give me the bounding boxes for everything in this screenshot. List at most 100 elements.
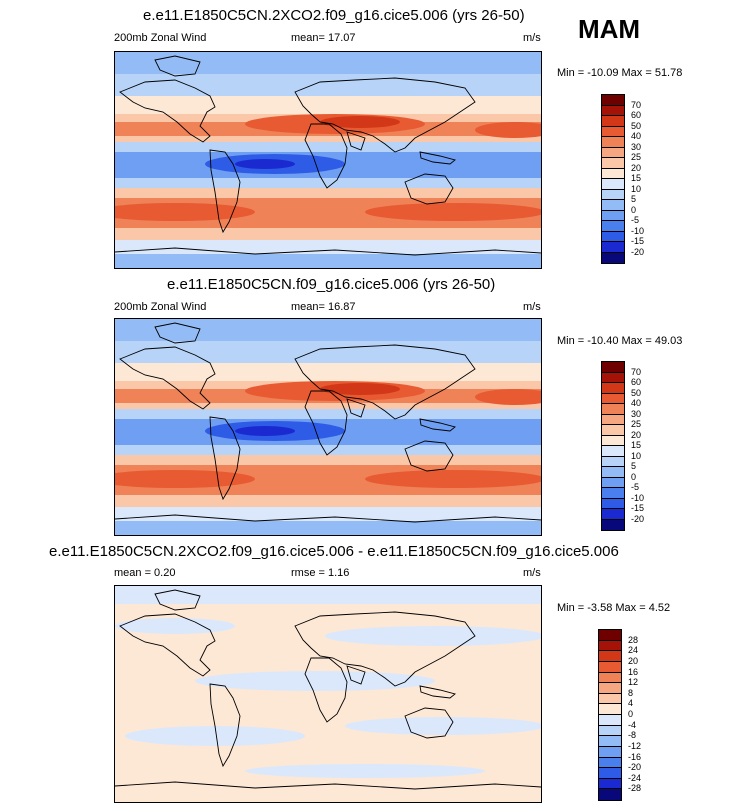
field-blob	[195, 671, 435, 691]
colorbar-swatch	[599, 789, 621, 800]
coastline	[346, 131, 366, 151]
colorbar-tick-label: -15	[631, 236, 645, 246]
colorbar-tick-label: -8	[628, 730, 637, 741]
colorbar-tick-label: -5	[631, 482, 640, 492]
colorbar-swatch	[602, 242, 624, 253]
field-band	[115, 188, 541, 200]
colorbar-tick-label: 40	[631, 398, 642, 408]
field-blob	[235, 426, 295, 436]
panel-3-left-label: mean = 0.20	[114, 567, 176, 579]
colorbar-tick-label: -16	[628, 751, 642, 762]
colorbar-swatch	[599, 661, 621, 673]
colorbar-tick-label: 70	[631, 99, 642, 110]
colorbar-tick-label: 0	[631, 204, 637, 215]
colorbar-swatch	[602, 372, 624, 383]
colorbar-swatch	[602, 488, 624, 499]
panel-2-center-label: mean= 16.87	[291, 301, 356, 313]
colorbar-tick-label: 24	[628, 645, 639, 656]
field-blob	[115, 618, 235, 634]
panel-2-title: e.e11.E1850C5CN.f09_g16.cice5.006 (yrs 2…	[167, 276, 496, 293]
panel-1-left-label: 200mb Zonal Wind	[114, 32, 207, 44]
panel-2-left-label: 200mb Zonal Wind	[114, 301, 207, 313]
coastline	[294, 77, 476, 153]
coastline	[404, 173, 454, 205]
coastline	[294, 611, 476, 687]
field-band	[115, 254, 541, 268]
colorbar-swatch	[599, 768, 621, 779]
colorbar-tick-label: 16	[628, 666, 639, 677]
field-blob	[320, 116, 400, 128]
antarctica-coast	[115, 247, 541, 256]
coastline	[119, 346, 216, 410]
colorbar-swatch	[599, 693, 621, 705]
colorbar-tick-label: 28	[628, 634, 639, 645]
coastline	[404, 707, 454, 739]
field-blob	[115, 203, 255, 221]
coastline	[209, 149, 241, 234]
colorbar-swatch	[602, 116, 624, 127]
coastline	[419, 685, 456, 699]
panel-3-minmax: Min = -3.58 Max = 4.52	[557, 602, 671, 614]
field-band	[115, 507, 541, 521]
panel-2-field	[115, 319, 541, 535]
panel-3-title: e.e11.E1850C5CN.2XCO2.f09_g16.cice5.006 …	[49, 543, 619, 560]
colorbar-swatch	[602, 383, 624, 394]
colorbar-tick-label: 50	[631, 120, 642, 131]
colorbar-tick-label: 5	[631, 461, 637, 471]
panel-2-map	[114, 318, 542, 536]
colorbar-tick-label: 20	[628, 655, 639, 666]
field-band	[115, 319, 541, 341]
colorbar-swatch	[599, 640, 621, 652]
colorbar-swatch	[602, 189, 624, 200]
field-band	[115, 96, 541, 118]
colorbar-swatch	[602, 179, 624, 190]
colorbar-swatch	[602, 414, 624, 425]
field-blob	[245, 764, 485, 778]
field-band	[115, 178, 541, 188]
coastline	[119, 613, 216, 677]
colorbar-tick-label: 0	[628, 709, 634, 719]
field-band	[115, 228, 541, 240]
field-band	[115, 455, 541, 467]
coastlines	[115, 589, 541, 790]
coastline	[304, 390, 348, 456]
field-band	[115, 445, 541, 455]
colorbar-tick-label: 25	[631, 419, 642, 429]
colorbar-tick-label: 15	[631, 173, 642, 183]
coastline	[154, 55, 201, 77]
panel-3-units: m/s	[523, 567, 541, 579]
panel-1-minmax: Min = -10.09 Max = 51.78	[557, 67, 683, 79]
coastline	[154, 589, 201, 611]
field-band	[115, 52, 541, 74]
panel-2-minmax: Min = -10.40 Max = 49.03	[557, 335, 683, 347]
colorbar-swatch	[602, 210, 624, 221]
panel-3-center-label: rmse = 1.16	[291, 567, 350, 579]
colorbar-tick-label: -5	[631, 215, 640, 225]
colorbar-swatch	[599, 736, 621, 747]
colorbar-swatch	[602, 126, 624, 137]
panel-3-field	[115, 586, 541, 802]
field-band	[115, 341, 541, 363]
colorbar-tick-label: 60	[631, 110, 642, 120]
field-band	[115, 240, 541, 254]
panel-3-map	[114, 585, 542, 803]
colorbar-tick-label: 40	[631, 131, 642, 141]
colorbar-swatch	[602, 231, 624, 242]
colorbar-tick-label: -24	[628, 772, 642, 783]
colorbar-tick-label: 60	[631, 377, 642, 387]
panel-1-map	[114, 51, 542, 269]
season-label: MAM	[578, 14, 641, 44]
coastline	[304, 123, 348, 189]
field-blob	[125, 726, 305, 746]
colorbar-tick-label: 30	[631, 408, 642, 419]
coastline	[209, 416, 241, 501]
colorbar-tick-label: 20	[631, 429, 642, 440]
colorbar-swatch	[599, 630, 621, 641]
field-band	[115, 142, 541, 154]
field-blob	[345, 717, 541, 735]
panel-1-units: m/s	[523, 32, 541, 44]
colorbar-swatch	[602, 200, 624, 211]
colorbar-swatch	[599, 778, 621, 790]
colorbar-swatch	[599, 683, 621, 694]
field-blob	[325, 626, 541, 646]
